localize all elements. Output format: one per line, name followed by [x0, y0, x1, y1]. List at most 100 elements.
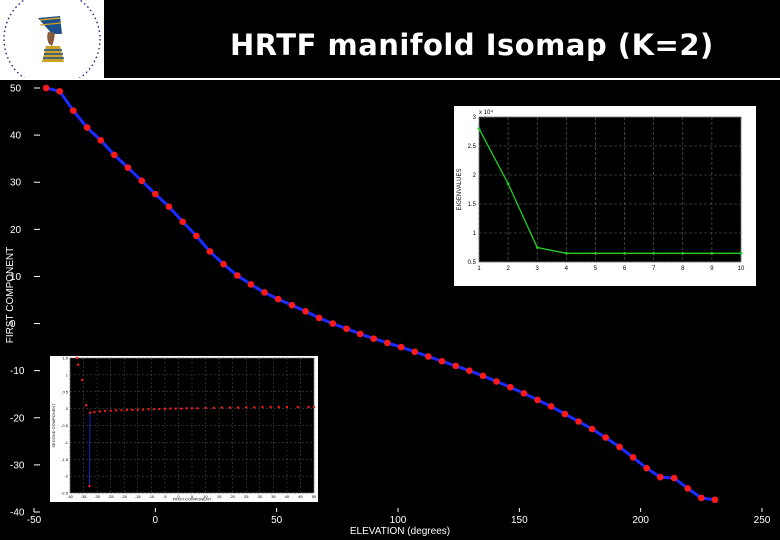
eigenvalues-data-point [506, 182, 510, 186]
main-x-axis-label: ELEVATION (degrees) [350, 526, 450, 537]
eigenvalues-y-tick-label: 1.5 [468, 202, 477, 208]
main-x-tick-label: 100 [390, 515, 407, 526]
second-component-data-point [98, 410, 102, 413]
second-component-data-point [212, 406, 215, 410]
second-component-y-tick-label: 0.5 [62, 389, 68, 394]
second-component-x-tick-label: 45 [298, 494, 303, 499]
main-data-point [466, 367, 473, 374]
second-component-data-point [147, 408, 150, 411]
second-component-data-point [163, 407, 167, 411]
second-component-data-point [196, 407, 199, 410]
second-component-y-tick-label: -2 [64, 474, 68, 479]
chart-area: -50 0 50 100 150 200 250-40-30-20-100102030405… [5, 84, 771, 538]
main-x-tick-label: 250 [754, 515, 771, 526]
main-data-point [411, 348, 419, 356]
main-x-tick-label: 200 [632, 515, 649, 526]
second-component-x-tick-label: -15 [135, 494, 142, 499]
main-data-point [179, 218, 187, 226]
eigenvalues-data-point [739, 251, 743, 255]
second-component-data-point [158, 407, 161, 411]
main-data-point [493, 378, 500, 385]
second-component-data-point [261, 405, 264, 409]
eigenvalues-x-tick-label: 1 [477, 266, 481, 272]
main-data-point [670, 474, 678, 482]
main-y-tick-label: 20 [10, 225, 22, 236]
eigenvalues-data-point [477, 127, 481, 130]
main-x-tick-label: 50 [271, 515, 283, 526]
second-component-data-point [85, 404, 88, 407]
second-component-x-tick-label: 5 [191, 494, 194, 499]
second-component-data-point [253, 406, 256, 409]
main-data-point [329, 320, 337, 327]
main-data-point [83, 124, 91, 131]
second-component-data-point [236, 406, 240, 409]
eigenvalues-data-point [594, 251, 597, 255]
second-component-x-tick-label: -30 [94, 494, 101, 499]
main-data-point [165, 203, 173, 211]
second-component-data-point [93, 410, 96, 414]
main-x-tick-label: -50 [27, 515, 42, 526]
main-data-point [56, 87, 64, 95]
second-component-data-point [152, 408, 156, 411]
main-data-point [302, 308, 309, 315]
second-component-data-point [190, 407, 194, 410]
main-data-point [288, 301, 296, 309]
second-component-y-axis-label: SECOND COMPONENT [51, 403, 56, 448]
second-component-x-tick-label: -40 [67, 494, 74, 499]
second-component-data-point [285, 405, 289, 409]
second-component-y-tick-label: 1.5 [62, 356, 68, 361]
second-component-x-tick-label: 20 [230, 494, 235, 499]
second-component-data-point [220, 406, 224, 409]
eigenvalues-x-tick-label: 5 [594, 266, 598, 272]
main-data-point [452, 362, 460, 370]
main-data-point [425, 353, 432, 360]
second-component-data-point [131, 408, 134, 412]
main-data-point [397, 343, 405, 351]
second-component-y-tick-label: -2.5 [61, 491, 69, 496]
main-data-point [234, 272, 241, 279]
main-data-point [42, 84, 50, 92]
main-data-point [643, 464, 651, 472]
second-component-data-point [296, 405, 299, 409]
eigenvalues-x-tick-label: 8 [681, 266, 685, 272]
logo-graphic [3, 0, 101, 88]
second-component-x-tick-label: -35 [81, 494, 88, 499]
eigenvalues-x-tick-label: 10 [738, 266, 745, 272]
second-component-data-point [104, 409, 107, 413]
second-component-x-axis-label: FIRST COMPONENT [173, 497, 212, 502]
main-data-point [97, 136, 105, 144]
second-component-y-tick-label: 0 [66, 406, 69, 411]
second-component-x-tick-label: -5 [163, 494, 167, 499]
eigenvalues-data-point [652, 251, 656, 255]
second-component-data-point [307, 405, 310, 409]
main-data-point [274, 295, 282, 303]
eigenvalues-y-tick-label: 0.5 [468, 260, 477, 266]
eigenvalues-y-tick-label: 2.5 [468, 144, 477, 150]
second-component-data-point [109, 409, 112, 412]
second-component-data-point [88, 485, 91, 488]
main-data-point [479, 372, 487, 380]
main-x-tick-label: 150 [511, 515, 528, 526]
slide-divider [0, 78, 780, 80]
eigenvalues-exponent-label: x 10⁴ [479, 109, 493, 116]
main-y-tick-label: -20 [10, 413, 25, 424]
eigenvalues-inset: 1 2 3 4 5 6 7 8 9 100.511.522.53 x 10⁴ EIGENVALUE… [454, 106, 756, 286]
eigenvalues-x-tick-label: 7 [652, 266, 656, 272]
second-component-y-tick-label: -1.5 [61, 457, 69, 462]
main-chart: -50 0 50 100 150 200 250-40-30-20-100102030405… [5, 84, 771, 538]
main-y-tick-label: 50 [10, 84, 22, 95]
second-component-data-point [277, 405, 280, 409]
second-component-data-point [174, 407, 177, 410]
second-component-x-tick-label: -20 [121, 494, 128, 499]
eigenvalues-data-point [623, 251, 626, 255]
main-x-tick-label: 0 [153, 515, 159, 526]
eigenvalues-plot-area [478, 116, 742, 263]
main-data-point [507, 383, 514, 391]
second-component-data-point [179, 407, 183, 410]
eigenvalues-y-axis-label: EIGENVALUES [457, 169, 463, 211]
second-component-x-tick-label: 25 [244, 494, 249, 499]
eigenvalues-data-point [681, 251, 685, 255]
second-component-data-point [269, 405, 272, 409]
main-data-point [657, 473, 664, 481]
eigenvalues-data-point [564, 251, 568, 255]
